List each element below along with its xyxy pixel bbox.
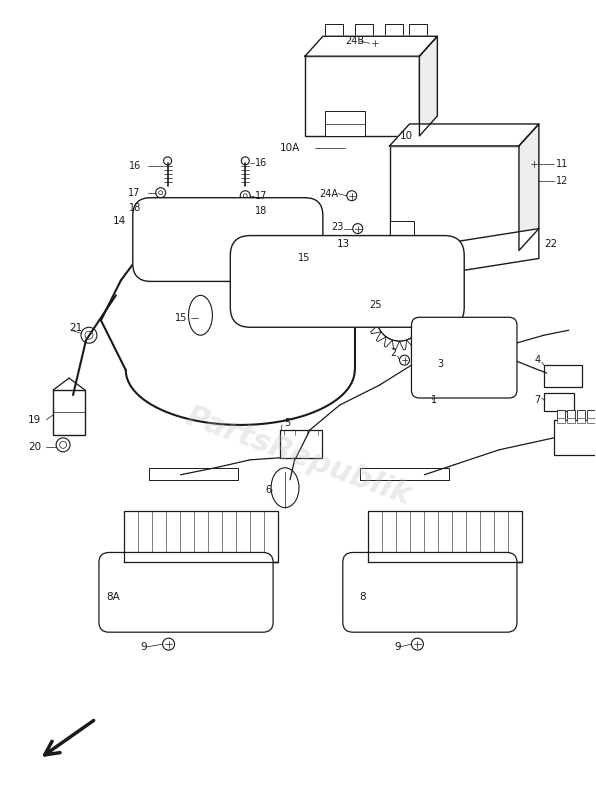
FancyBboxPatch shape [230,235,464,327]
Ellipse shape [272,210,302,269]
Ellipse shape [154,210,184,269]
Text: 1: 1 [432,395,437,405]
Circle shape [377,295,423,342]
Text: 6: 6 [265,485,271,494]
Bar [586,418,595,423]
Bar [325,111,365,136]
Bar [390,221,414,250]
Text: 15: 15 [175,314,188,323]
Ellipse shape [408,250,440,314]
Text: 21: 21 [69,323,82,334]
Bar [557,418,565,423]
Bar [355,24,372,36]
Text: 25: 25 [370,300,382,310]
Text: 19: 19 [28,415,41,425]
Bar [53,390,85,435]
Text: 9: 9 [395,642,401,652]
Text: 14: 14 [113,216,126,226]
Bar [544,365,582,387]
Text: 13: 13 [337,238,350,249]
Bar [325,24,343,36]
Bar [390,146,519,250]
Polygon shape [519,124,539,250]
Polygon shape [368,510,522,562]
Polygon shape [390,124,539,146]
Circle shape [392,310,408,326]
Circle shape [85,331,93,339]
FancyBboxPatch shape [99,553,273,632]
Text: 7: 7 [535,395,541,405]
Text: 12: 12 [556,176,568,186]
Text: 10A: 10A [280,143,300,153]
Polygon shape [124,510,278,562]
Text: 5: 5 [284,418,290,428]
Text: 15: 15 [298,254,311,263]
Ellipse shape [271,468,299,508]
Text: 16: 16 [255,158,268,168]
Bar [360,468,449,480]
Text: 8: 8 [360,592,367,602]
Bar [280,430,322,458]
Polygon shape [399,229,539,281]
Bar [409,24,427,36]
Bar [577,410,585,420]
Text: 20: 20 [28,442,41,452]
Bar [577,418,585,423]
Ellipse shape [273,241,297,281]
Text: 3: 3 [437,359,443,369]
FancyBboxPatch shape [133,198,323,282]
Text: 22: 22 [544,238,557,249]
Text: 2: 2 [390,348,396,358]
Bar [586,410,595,420]
Text: 9: 9 [141,642,147,652]
Text: 18: 18 [129,202,141,213]
Text: 10: 10 [399,131,412,141]
Bar [148,468,238,480]
Text: 16: 16 [129,161,141,171]
Text: 4: 4 [535,355,541,365]
Text: 23: 23 [331,222,344,232]
Text: 18: 18 [255,206,268,216]
Circle shape [81,327,97,343]
Bar [557,410,565,420]
Ellipse shape [254,250,286,314]
Bar [305,56,420,136]
FancyBboxPatch shape [343,553,517,632]
Text: 11: 11 [556,159,568,169]
Bar [567,410,575,420]
Text: 17: 17 [255,190,268,201]
Text: PartsRepublik: PartsRepublik [181,402,415,510]
Polygon shape [420,36,437,136]
Text: 17: 17 [128,188,141,198]
Ellipse shape [188,295,212,335]
FancyBboxPatch shape [411,318,517,398]
Text: 8A: 8A [106,592,120,602]
Bar [384,24,402,36]
Text: 24B: 24B [344,36,364,46]
Bar [544,393,574,411]
Bar [554,420,596,455]
Polygon shape [305,36,437,56]
Bar [567,418,575,423]
Text: 24: 24 [331,243,344,254]
Text: 24A: 24A [319,189,338,198]
